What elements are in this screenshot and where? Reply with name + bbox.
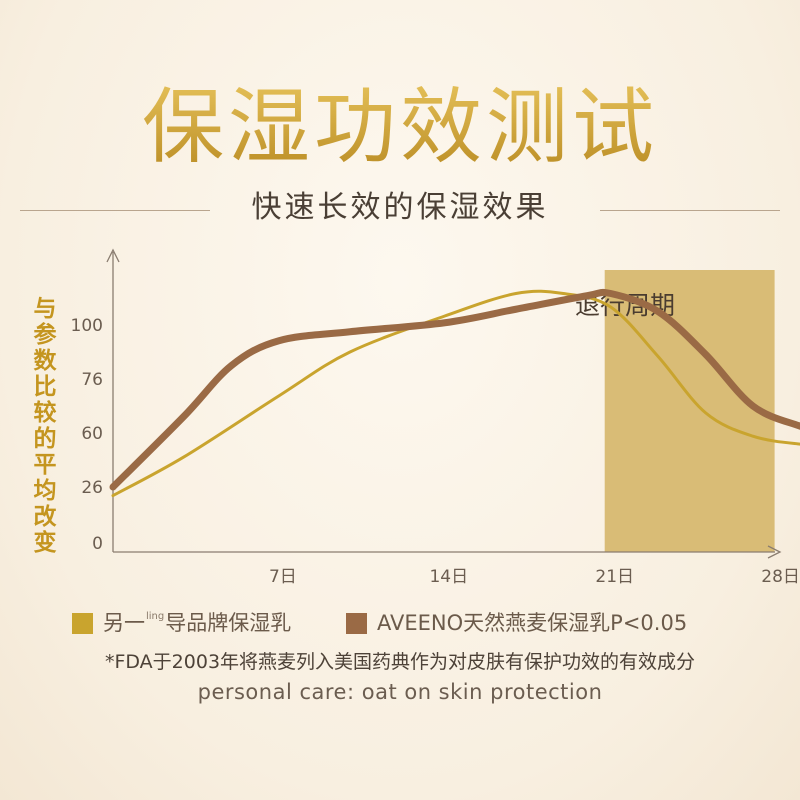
legend-label-competitor-post: 导品牌保湿乳 <box>165 611 292 635</box>
legend-label-competitor-pre: 另一 <box>103 611 145 635</box>
footnote-en: personal care: oat on skin protection <box>197 680 603 704</box>
y-tick-label: 100 <box>71 316 103 336</box>
page-subtitle: 快速长效的保湿效果 <box>251 190 549 225</box>
legend-swatch-aveeno <box>346 612 367 634</box>
x-tick-label: 21日 <box>595 567 634 587</box>
y-tick-label: 60 <box>81 424 103 444</box>
series-line-competitor <box>111 289 800 498</box>
y-tick-label: 26 <box>81 478 103 498</box>
y-tick-label: 0 <box>92 534 103 554</box>
subtitle-rule-left <box>20 210 210 211</box>
legend: 另一 ling 导品牌保湿乳 AVEENO天然燕麦保湿乳P<0.05 <box>0 606 800 640</box>
footnote: *FDA于2003年将燕麦列入美国药典作为对皮肤有保护功效的有效成分 <box>104 651 696 673</box>
x-tick-label: 28日 <box>761 567 800 587</box>
legend-swatch-competitor <box>72 612 93 634</box>
legend-item-aveeno: AVEENO天然燕麦保湿乳P<0.05 <box>346 606 687 640</box>
x-axis-arrow <box>767 545 782 559</box>
series-line-aveeno <box>109 288 800 491</box>
y-axis-label: 与参数比较的平均改变 <box>33 296 57 556</box>
legend-label-aveeno: AVEENO天然燕麦保湿乳P<0.05 <box>377 611 688 635</box>
x-tick-label: 14日 <box>429 567 468 587</box>
page-title: 保湿功效测试 <box>0 78 800 178</box>
y-tick-label: 76 <box>81 370 103 390</box>
x-tick-label: 7日 <box>269 567 297 587</box>
subtitle-rule-right <box>600 210 780 211</box>
y-axis-arrow <box>106 248 120 263</box>
legend-label-competitor-sup: ling <box>146 611 165 622</box>
legend-item-competitor: 另一 ling 导品牌保湿乳 <box>72 606 291 640</box>
regression-band <box>604 270 775 552</box>
